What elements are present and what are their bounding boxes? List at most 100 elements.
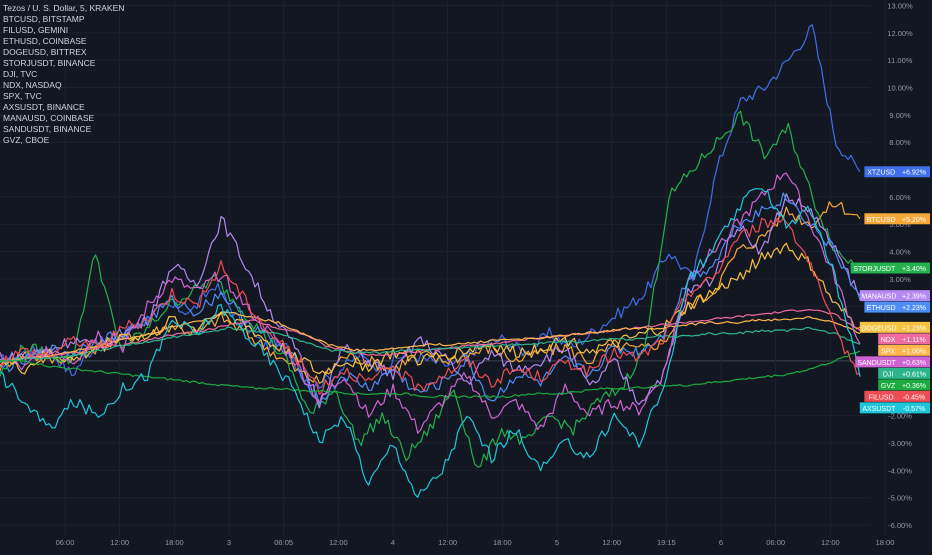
series-value-tag <box>898 262 930 274</box>
series-value-tag <box>898 166 930 178</box>
legend-item[interactable]: GVZ, CBOE <box>3 135 50 145</box>
y-tick-label: 11.00% <box>888 56 913 65</box>
x-tick-label: 12:00 <box>821 538 840 547</box>
series-name-label: NDX <box>881 337 896 344</box>
price-label-storjusdt: STORJUSDT +3.40% <box>850 262 930 274</box>
legend-item[interactable]: DOGEUSD, BITTREX <box>3 47 87 57</box>
series-line-axsusdt[interactable] <box>0 188 861 498</box>
series-line-filusd[interactable] <box>0 217 861 395</box>
legend-item[interactable]: ETHUSD, COINBASE <box>3 36 87 46</box>
symbol-legend: Tezos / U. S. Dollar, 5, KRAKEN BTCUSD, … <box>3 3 124 146</box>
legend-item[interactable]: MANAUSD, COINBASE <box>3 113 95 123</box>
series-value-tag <box>898 290 930 302</box>
series-name-tag <box>878 367 898 379</box>
price-label-sandusdt: SANDUSDT +0.63% <box>855 356 930 368</box>
series-value-label: +5.20% <box>902 217 926 224</box>
x-tick-label: 12:00 <box>110 538 129 547</box>
series-name-label: AXSUSDT <box>862 406 896 413</box>
price-label-spx: SPX +1.00% <box>878 344 930 356</box>
y-tick-label: 3.00% <box>889 275 911 284</box>
x-tick-label: 12:00 <box>329 538 348 547</box>
series-line-dji[interactable] <box>0 326 861 363</box>
legend-item[interactable]: FILUSD, GEMINI <box>3 25 69 35</box>
series-line-dogeusd[interactable] <box>0 242 861 375</box>
series-value-tag <box>898 333 930 345</box>
price-label-axsusdt: AXSUSDT -0.57% <box>859 402 930 414</box>
series-value-label: -0.45% <box>903 394 925 401</box>
series-value-label: +6.92% <box>902 170 926 177</box>
y-tick-label: 5.00% <box>889 220 911 229</box>
x-tick-label: 12:00 <box>602 538 621 547</box>
series-value-tag <box>898 367 930 379</box>
series-name-label: MANAUSD <box>861 294 896 301</box>
series-value-tag <box>898 356 930 368</box>
series-name-tag <box>878 344 898 356</box>
series-line-spx[interactable] <box>0 311 861 362</box>
x-tick-label: 19:15 <box>657 538 676 547</box>
series-line-gvz[interactable] <box>0 350 861 399</box>
series-value-label: +2.23% <box>902 305 926 312</box>
series-value-tag <box>898 301 930 313</box>
series-name-tag <box>864 390 898 402</box>
y-tick-label: -2.00% <box>888 412 912 421</box>
series-name-label: SPX <box>881 348 895 355</box>
series-value-tag <box>898 344 930 356</box>
series-value-label: +0.61% <box>902 371 926 378</box>
series-name-tag <box>878 379 898 391</box>
series-name-tag <box>864 166 898 178</box>
legend-item[interactable]: SPX, TVC <box>3 91 42 101</box>
price-label-dji: DJI +0.61% <box>878 367 930 379</box>
series-line-ethusd[interactable] <box>0 192 861 405</box>
series-value-label: +1.11% <box>902 337 925 344</box>
series-value-label: +1.23% <box>902 325 926 332</box>
series-name-tag <box>864 213 898 225</box>
series-name-label: FILUSD <box>869 394 894 401</box>
series-name-label: DJI <box>883 371 894 378</box>
x-tick-label: 3 <box>227 538 231 547</box>
series-name-label: DOGEUSD <box>861 325 896 332</box>
y-tick-label: 9.00% <box>889 111 911 120</box>
price-label-btcusd: BTCUSD +5.20% <box>864 213 930 225</box>
series-value-tag <box>898 321 930 333</box>
legend-item[interactable]: STORJUSDT, BINANCE <box>3 58 96 68</box>
series-name-tag <box>859 321 898 333</box>
legend-item[interactable]: AXSUSDT, BINANCE <box>3 102 85 112</box>
series-value-tag <box>898 379 930 391</box>
series-value-label: +0.36% <box>902 383 926 390</box>
x-tick-label: 4 <box>391 538 395 547</box>
legend-item[interactable]: DJI, TVC <box>3 69 38 79</box>
y-tick-label: -5.00% <box>888 494 912 503</box>
price-label-filusd: FILUSD -0.45% <box>864 390 930 402</box>
y-tick-label: 6.00% <box>889 193 911 202</box>
legend-item[interactable]: NDX, NASDAQ <box>3 80 62 90</box>
y-tick-label: -6.00% <box>888 521 912 530</box>
x-tick-label: 18:00 <box>165 538 184 547</box>
series-name-tag <box>855 356 898 368</box>
series-name-label: STORJUSDT <box>853 266 896 273</box>
series-name-label: GVZ <box>881 383 896 390</box>
series-line-sandusdt[interactable] <box>0 172 861 434</box>
series-name-label: ETHUSD <box>867 305 896 312</box>
series-value-label: +3.40% <box>902 266 926 273</box>
price-label-manausd: MANAUSD +2.39% <box>859 290 930 302</box>
y-tick-label: 10.00% <box>887 84 913 93</box>
x-tick-label: 5 <box>555 538 559 547</box>
legend-main-symbol[interactable]: Tezos / U. S. Dollar, 5, KRAKEN <box>3 3 125 13</box>
legend-item[interactable]: BTCUSD, BITSTAMP <box>3 14 85 24</box>
series-value-label: +0.63% <box>902 360 926 367</box>
series-name-label: BTCUSD <box>867 217 896 224</box>
y-tick-label: 13.00% <box>887 1 913 10</box>
x-tick-label: 6 <box>719 538 723 547</box>
series-name-tag <box>859 402 898 414</box>
price-label-ndx: NDX +1.11% <box>878 333 930 345</box>
y-tick-label: 4.00% <box>889 248 911 257</box>
series-value-tag <box>898 213 930 225</box>
legend-item[interactable]: SANDUSDT, BINANCE <box>3 124 92 134</box>
series-name-tag <box>859 290 898 302</box>
series-name-label: XTZUSD <box>867 170 895 177</box>
price-label-xtzusd: XTZUSD +6.92% <box>864 166 930 178</box>
price-label-gvz: GVZ +0.36% <box>878 379 930 391</box>
series-name-tag <box>864 301 898 313</box>
